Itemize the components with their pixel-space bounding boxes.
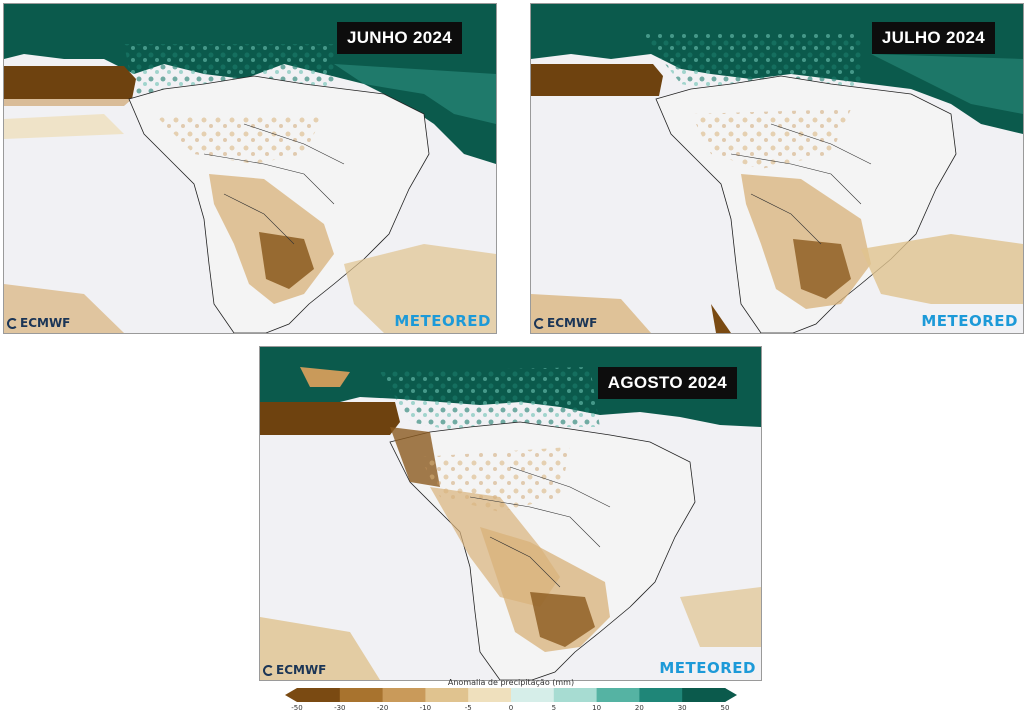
map-panel-june: JUNHO 2024 ECMWF METEORED xyxy=(3,3,497,334)
meteored-logo: METEORED xyxy=(394,312,491,330)
colorbar-segment xyxy=(639,688,683,702)
ecmwf-logo: ECMWF xyxy=(263,663,326,677)
colorbar-segment xyxy=(382,688,426,702)
ecmwf-ring-icon xyxy=(7,317,18,329)
colorbar-segment xyxy=(468,688,512,702)
ecmwf-ring-icon xyxy=(534,317,545,329)
colorbar-segment xyxy=(596,688,640,702)
colorbar-legend: Anomalia de precipitação (mm) -50 -30 -20-… xyxy=(285,678,737,718)
colorbar-tick-label: 10 xyxy=(592,704,602,712)
ecmwf-logo-text: ECMWF xyxy=(547,316,598,330)
colorbar-tick-label: 20 xyxy=(634,704,644,712)
colorbar-segment xyxy=(339,688,384,702)
ecmwf-ring-icon xyxy=(263,664,274,676)
colorbar-scale xyxy=(285,688,737,702)
precipitation-anomaly-map xyxy=(260,347,761,680)
colorbar-tick-label: -20 xyxy=(376,704,389,712)
colorbar-arrow-left xyxy=(285,688,297,702)
colorbar-tick-label: 0 xyxy=(508,704,514,712)
colorbar-arrow-right xyxy=(725,688,737,702)
colorbar-tick-label: 5 xyxy=(551,704,557,712)
ecmwf-logo-text: ECMWF xyxy=(20,316,71,330)
map-panel-july: JULHO 2024 ECMWF METEORED xyxy=(530,3,1024,334)
colorbar-segment xyxy=(682,688,726,702)
precipitation-anomaly-map xyxy=(531,4,1023,333)
ecmwf-logo: ECMWF xyxy=(7,316,70,330)
colorbar-ticks: -50 -30 -20 -10 -5 0 5 10 20 30 50 xyxy=(285,704,737,716)
colorbar-tick-label: -50 xyxy=(291,704,303,712)
month-title: JUNHO 2024 xyxy=(336,22,462,54)
ecmwf-logo-text: ECMWF xyxy=(276,663,327,677)
colorbar-segment xyxy=(297,688,341,702)
map-panel-august: AGOSTO 2024 ECMWF METEORED xyxy=(259,346,762,681)
colorbar-title: Anomalia de precipitação (mm) xyxy=(447,678,575,687)
meteored-logo: METEORED xyxy=(921,312,1018,330)
month-title: AGOSTO 2024 xyxy=(597,367,737,399)
colorbar-tick-label: -5 xyxy=(464,704,472,712)
colorbar-tick-label: 50 xyxy=(720,704,730,712)
colorbar-tick-label: 30 xyxy=(677,704,687,712)
colorbar-segment xyxy=(425,688,469,702)
colorbar-segment xyxy=(511,688,555,702)
meteored-logo: METEORED xyxy=(659,659,756,677)
precipitation-anomaly-map xyxy=(4,4,496,333)
colorbar-tick-label: -10 xyxy=(419,704,432,712)
month-title: JULHO 2024 xyxy=(871,22,995,54)
colorbar-segment xyxy=(553,688,598,702)
ecmwf-logo: ECMWF xyxy=(534,316,597,330)
colorbar-tick-label: -30 xyxy=(334,704,346,712)
